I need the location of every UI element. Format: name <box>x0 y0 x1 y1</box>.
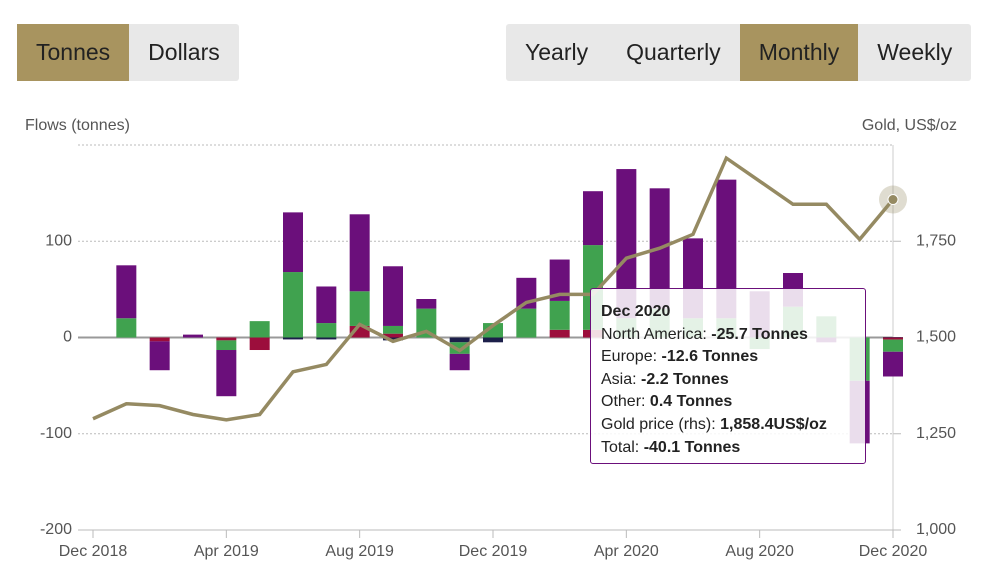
x-tick-label: Aug 2019 <box>325 543 394 560</box>
tooltip-row: Total: -40.1 Tonnes <box>601 437 855 460</box>
y-tick-label: 100 <box>45 232 72 249</box>
tooltip-value: -25.7 Tonnes <box>711 325 808 343</box>
price-line <box>92 155 895 422</box>
tooltip-value: -12.6 Tonnes <box>661 348 759 366</box>
x-tick-label: Dec 2018 <box>59 543 128 560</box>
x-tick-label: Dec 2020 <box>859 543 928 560</box>
unit-toggle: Tonnes Dollars <box>17 24 239 81</box>
toggle-button[interactable]: Quarterly <box>626 39 721 65</box>
y2-tick-label: 1,750 <box>916 232 956 249</box>
bar-segment <box>283 272 303 338</box>
bar-segment <box>449 337 470 343</box>
tooltip-value: 1,858.4US$/oz <box>720 415 827 433</box>
bar-segment <box>383 333 403 338</box>
tooltip-row: Other: 0.4 Tonnes <box>601 391 855 414</box>
y-tick-label: -200 <box>40 521 72 538</box>
toggle-button[interactable]: Yearly <box>525 39 589 65</box>
tooltip-value: -40.1 Tonnes <box>643 438 741 456</box>
bar-segment <box>216 350 237 397</box>
tooltip-label: Total: <box>601 438 640 456</box>
bar-segment <box>883 339 903 352</box>
y2-tick-label: 1,000 <box>916 521 956 538</box>
bar-segment <box>316 323 337 338</box>
y-axis-label: Flows (tonnes) <box>25 117 130 134</box>
bar-segment <box>416 308 437 338</box>
y2-axis-label: Gold, US$/oz <box>862 117 957 134</box>
bar-segment <box>449 342 470 354</box>
bar-segment <box>549 300 570 330</box>
tooltip-row: Gold price (rhs): 1,858.4US$/oz <box>601 414 855 437</box>
tooltip-label: Asia: <box>601 370 637 388</box>
bar-segment <box>349 325 370 338</box>
x-tick-label: Apr 2019 <box>194 543 259 560</box>
bar-segment <box>416 299 437 309</box>
bar-segment <box>549 329 570 338</box>
tooltip-value: 0.4 Tonnes <box>649 393 733 411</box>
bar-segment <box>183 334 203 338</box>
x-tick-label: Apr 2020 <box>594 543 659 560</box>
tooltip-row: Asia: -2.2 Tonnes <box>601 369 855 392</box>
bar-segment <box>149 341 170 371</box>
x-tick-label: Aug 2020 <box>725 543 794 560</box>
tooltip-row: North America: -25.7 Tonnes <box>601 324 855 347</box>
bar-segment <box>483 323 503 338</box>
tooltip-value: -2.2 Tonnes <box>641 370 729 388</box>
bar-segment <box>283 337 303 340</box>
bar-segment <box>316 286 337 324</box>
tooltip-label: Other: <box>601 393 646 411</box>
bar-segment <box>116 318 137 338</box>
bar-segment <box>616 169 637 319</box>
tooltip-label: North America: <box>601 325 707 343</box>
bar-segment <box>216 340 237 351</box>
tooltip-label: Europe: <box>601 348 658 366</box>
tooltip-label: Gold price (rhs): <box>601 415 716 433</box>
bar-segment <box>149 337 170 342</box>
bar-segment <box>383 337 403 341</box>
bar-segment <box>583 191 603 246</box>
y2-tick-label: 1,500 <box>916 329 956 346</box>
toggle-button[interactable]: Dollars <box>148 39 220 65</box>
toggle-button[interactable]: Monthly <box>739 24 859 81</box>
tooltip-row: Europe: -12.6 Tonnes <box>601 346 855 369</box>
period-toggle: Yearly Quarterly Monthly Weekly <box>506 24 972 81</box>
tooltip: Dec 2020 North America: -25.7 Tonnes Euro… <box>590 288 866 464</box>
bar-segment <box>116 265 137 319</box>
y-tick-label: 0 <box>63 329 72 346</box>
bar-segment <box>883 351 903 377</box>
bar-segment <box>249 321 270 338</box>
toggle-button[interactable]: Tonnes <box>17 24 130 81</box>
bar-segment <box>349 291 370 326</box>
bar-segment <box>283 212 303 273</box>
bar-segment <box>383 325 403 334</box>
bar-segment <box>449 353 470 371</box>
toggle-button[interactable]: Weekly <box>877 39 953 65</box>
bar-segment <box>516 308 537 338</box>
x-tick-label: Dec 2019 <box>459 543 528 560</box>
bar-segment <box>483 337 503 343</box>
bar-segment <box>249 337 270 351</box>
bar-segment <box>883 337 903 340</box>
bar-segment <box>349 214 370 292</box>
y-tick-label: -100 <box>40 425 72 442</box>
hover-point <box>887 194 899 206</box>
bar-segment <box>316 337 337 340</box>
bar-segment <box>383 266 403 326</box>
y2-tick-label: 1,250 <box>916 425 956 442</box>
bar-segment <box>716 179 737 319</box>
tooltip-title: Dec 2020 <box>601 303 671 320</box>
bar-segment <box>216 337 237 341</box>
bar-segment <box>549 259 570 301</box>
